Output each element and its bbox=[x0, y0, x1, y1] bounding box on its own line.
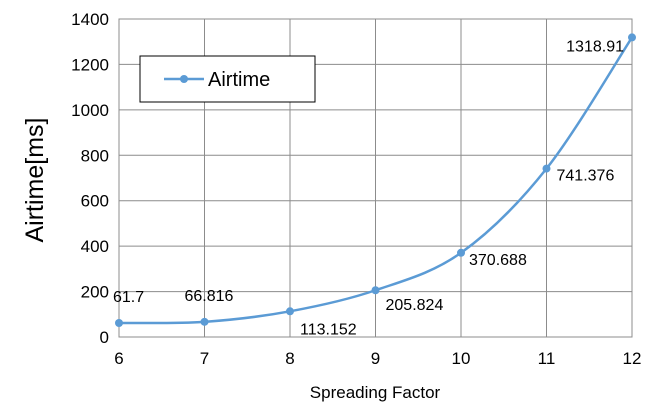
legend-series-label: Airtime bbox=[208, 69, 270, 91]
y-tick-label: 400 bbox=[81, 237, 109, 256]
data-label: 61.7 bbox=[113, 289, 144, 306]
x-tick-label: 7 bbox=[200, 349, 209, 368]
y-axis-title: Airtime[ms] bbox=[21, 118, 49, 243]
y-axis-tick-labels: 0 200 400 600 800 1000 1200 1400 bbox=[71, 10, 109, 347]
legend-series-marker bbox=[180, 75, 188, 83]
legend: Airtime bbox=[139, 55, 316, 103]
data-point bbox=[542, 164, 551, 173]
x-tick-label: 11 bbox=[538, 349, 556, 368]
data-point bbox=[457, 248, 465, 257]
data-point bbox=[628, 33, 636, 42]
x-tick-label: 8 bbox=[285, 349, 294, 368]
x-tick-label: 10 bbox=[452, 349, 471, 368]
y-tick-label: 1000 bbox=[71, 101, 109, 120]
x-axis-tick-labels: 6 7 8 9 10 11 12 bbox=[114, 349, 641, 368]
plot-border bbox=[118, 18, 633, 338]
y-tick-label: 200 bbox=[81, 283, 109, 302]
data-label: 741.376 bbox=[557, 168, 615, 185]
data-point bbox=[371, 286, 380, 295]
y-tick-label: 1400 bbox=[71, 10, 109, 29]
data-labels: 61.7 66.816 113.152 205.824 370.688 741.376 13… bbox=[113, 38, 624, 338]
y-tick-label: 600 bbox=[81, 192, 109, 211]
data-point bbox=[286, 307, 294, 316]
y-tick-label: 800 bbox=[81, 146, 109, 165]
data-point bbox=[115, 318, 123, 327]
plot-area-frame bbox=[118, 18, 633, 338]
x-tick-label: 9 bbox=[371, 349, 380, 368]
grid-lines bbox=[118, 18, 633, 338]
x-tick-label: 6 bbox=[114, 349, 123, 368]
data-label: 1318.91 bbox=[566, 38, 624, 55]
series-layer bbox=[115, 33, 636, 327]
x-tick-label: 12 bbox=[623, 349, 642, 368]
data-point bbox=[200, 317, 209, 326]
x-axis-title: Spreading Factor bbox=[310, 383, 441, 402]
y-tick-label: 1200 bbox=[71, 55, 109, 74]
data-label: 113.152 bbox=[300, 321, 357, 338]
data-label: 370.688 bbox=[469, 252, 527, 269]
data-label: 205.824 bbox=[386, 297, 444, 314]
data-label: 66.816 bbox=[185, 288, 234, 305]
y-tick-label: 0 bbox=[100, 328, 109, 347]
